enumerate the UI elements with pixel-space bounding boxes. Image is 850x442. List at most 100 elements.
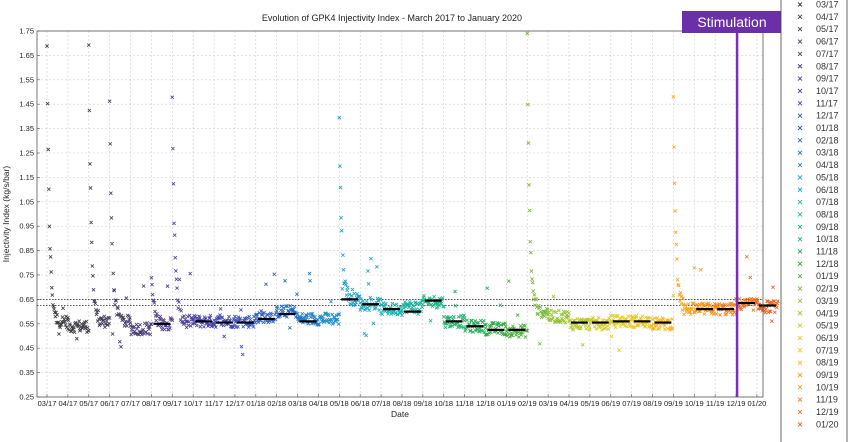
data-point — [88, 186, 93, 190]
point-stroke — [538, 305, 543, 309]
data-point — [648, 315, 653, 320]
point-stroke — [687, 310, 691, 315]
point-stroke — [99, 316, 104, 320]
data-point — [386, 312, 391, 316]
data-point — [510, 333, 515, 338]
data-point — [443, 325, 448, 330]
data-point — [528, 239, 533, 244]
point-stroke — [447, 316, 451, 321]
point-stroke — [695, 303, 700, 307]
point-stroke — [312, 314, 317, 319]
data-point — [343, 282, 348, 287]
point-stroke — [337, 312, 342, 316]
point-stroke — [128, 315, 132, 320]
point-stroke — [573, 324, 577, 329]
legend-marker — [797, 298, 803, 304]
point-stroke — [251, 325, 256, 329]
x-tick-label: 11/17 — [205, 399, 223, 408]
data-point — [338, 185, 343, 190]
data-point — [553, 310, 558, 315]
point-stroke — [107, 316, 112, 320]
point-stroke — [729, 301, 734, 306]
data-point — [306, 321, 311, 326]
point-stroke — [119, 313, 124, 318]
point-stroke — [676, 283, 681, 287]
data-point — [485, 286, 490, 291]
point-stroke — [134, 322, 139, 327]
legend-item: 04/17 — [797, 12, 839, 22]
point-stroke — [369, 256, 373, 261]
point-stroke — [629, 324, 634, 329]
point-stroke — [297, 314, 302, 319]
data-point — [108, 191, 113, 196]
point-stroke — [52, 310, 57, 315]
data-point — [86, 328, 91, 333]
data-point — [162, 327, 167, 332]
y-tick-label: 1.45 — [19, 100, 34, 109]
point-stroke — [144, 323, 149, 328]
data-point — [107, 99, 112, 104]
point-stroke — [432, 294, 437, 299]
data-point — [203, 316, 208, 321]
data-point — [525, 328, 530, 333]
x-tick-label: 11/18 — [455, 399, 473, 408]
point-stroke — [147, 327, 151, 332]
point-stroke — [755, 298, 760, 303]
data-point — [453, 303, 458, 308]
point-stroke — [583, 323, 588, 328]
data-point — [338, 164, 342, 168]
point-stroke — [218, 307, 223, 311]
point-stroke — [456, 314, 461, 319]
point-stroke — [697, 309, 701, 314]
point-stroke — [330, 312, 335, 317]
point-stroke — [113, 302, 117, 307]
point-stroke — [58, 325, 63, 330]
y-tick-label: 1.25 — [19, 149, 34, 158]
data-point — [57, 332, 61, 336]
data-point — [138, 322, 142, 327]
point-stroke — [189, 316, 194, 320]
point-stroke — [525, 328, 530, 333]
data-point — [112, 288, 117, 293]
point-stroke — [88, 186, 93, 190]
legend-label: 10/18 — [816, 234, 839, 244]
data-point — [124, 296, 129, 301]
point-stroke — [122, 317, 126, 322]
point-stroke — [601, 318, 605, 323]
legend-label: 08/17 — [816, 61, 839, 71]
point-stroke — [478, 318, 483, 323]
data-point — [128, 320, 133, 325]
point-stroke — [338, 185, 343, 190]
point-stroke — [358, 297, 363, 302]
point-stroke — [88, 162, 92, 166]
point-stroke — [527, 182, 531, 187]
data-point — [431, 303, 436, 307]
data-point — [708, 303, 713, 307]
legend-item: 06/19 — [797, 333, 839, 343]
point-stroke — [159, 324, 164, 329]
point-stroke — [239, 307, 243, 312]
point-stroke — [100, 321, 105, 326]
data-point — [188, 271, 193, 276]
data-point — [245, 315, 250, 320]
point-stroke — [460, 317, 465, 321]
legend-item: 06/18 — [797, 185, 839, 195]
data-point — [483, 326, 488, 331]
legend-item: 01/20 — [797, 419, 839, 429]
data-point — [85, 325, 90, 330]
point-stroke — [47, 224, 52, 229]
point-stroke — [213, 319, 218, 324]
data-point — [728, 310, 733, 315]
point-stroke — [238, 316, 243, 321]
point-stroke — [500, 332, 505, 337]
data-point — [45, 44, 49, 48]
legend-label: 10/17 — [816, 86, 839, 96]
legend-marker — [797, 422, 803, 427]
x-axis-label: Date — [391, 409, 409, 419]
point-stroke — [305, 315, 309, 320]
point-stroke — [518, 323, 523, 328]
point-stroke — [175, 298, 180, 303]
point-stroke — [692, 265, 697, 270]
data-point — [213, 325, 218, 330]
data-point — [422, 293, 426, 298]
